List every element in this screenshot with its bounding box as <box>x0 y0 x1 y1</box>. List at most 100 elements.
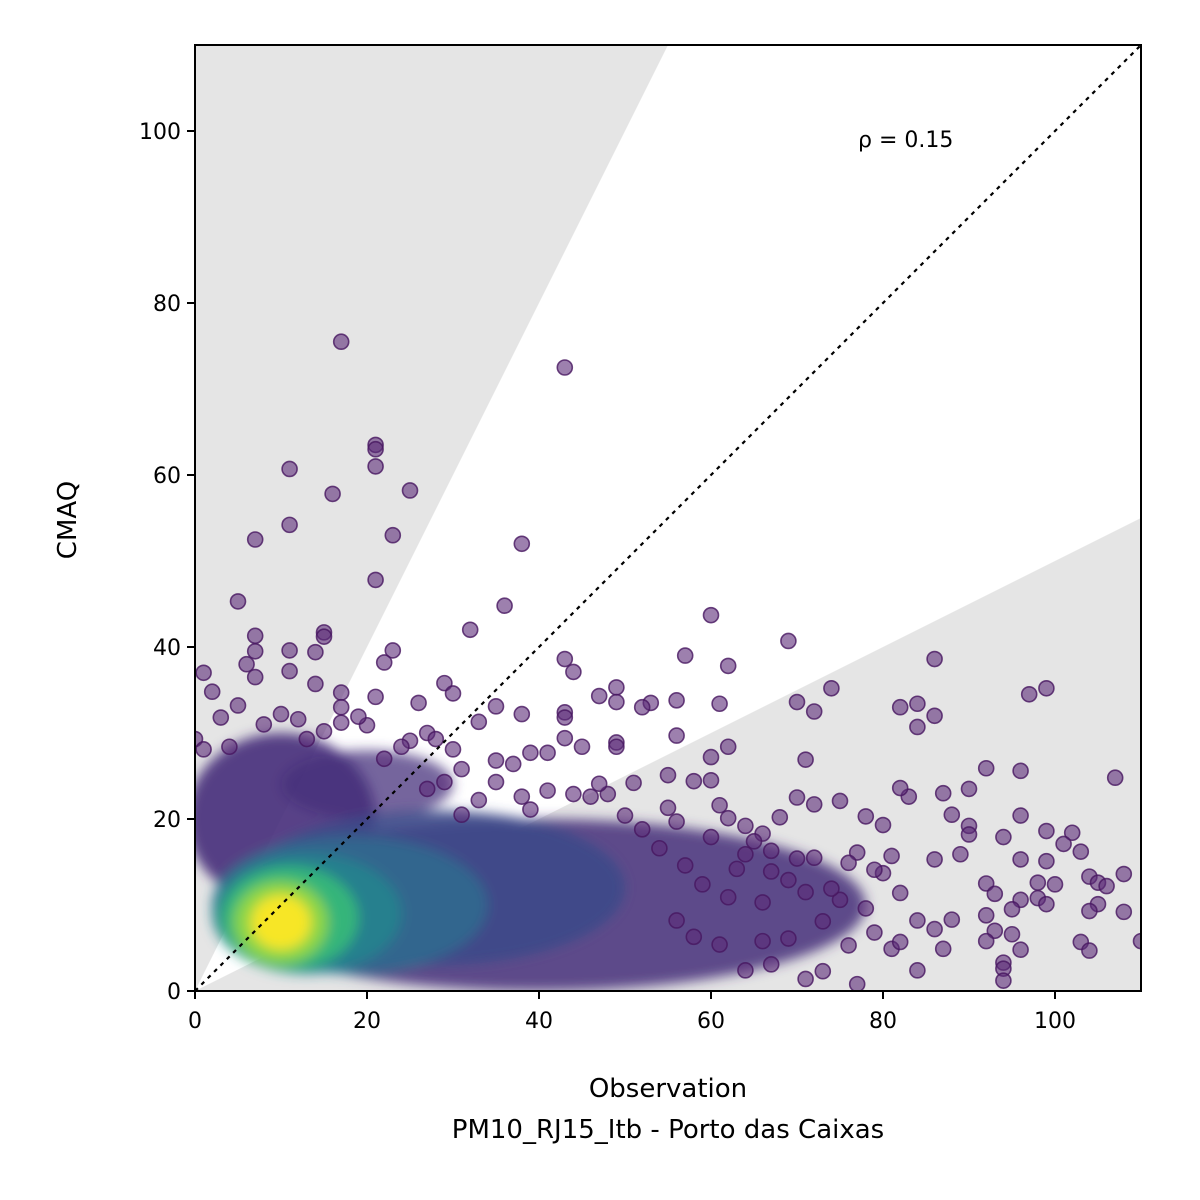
data-point <box>453 806 470 824</box>
data-point <box>762 842 780 860</box>
data-point <box>513 705 531 723</box>
data-point <box>590 687 608 705</box>
data-point <box>1106 769 1124 787</box>
data-point <box>995 972 1012 989</box>
data-point <box>1132 932 1141 950</box>
data-point <box>926 650 943 668</box>
data-point <box>289 710 307 728</box>
data-point <box>891 779 909 797</box>
data-point <box>375 654 393 671</box>
data-point <box>504 755 522 773</box>
data-point <box>246 627 264 645</box>
data-point <box>891 933 909 951</box>
data-point <box>1055 835 1072 853</box>
data-point <box>539 744 556 762</box>
y-tick-label: 40 <box>153 636 181 661</box>
data-point <box>461 621 479 639</box>
data-point <box>444 741 462 758</box>
data-point <box>1003 925 1021 943</box>
data-point <box>754 932 771 950</box>
y-axis-label: CMAQ <box>53 481 83 559</box>
x-axis: 0 20 40 60 80 100 <box>188 991 1076 1034</box>
data-point <box>711 796 728 814</box>
data-point <box>926 707 943 725</box>
data-point <box>565 663 582 681</box>
data-point <box>401 482 419 499</box>
data-point <box>943 806 961 824</box>
data-point <box>934 784 952 802</box>
data-point <box>659 799 677 817</box>
data-point <box>909 695 926 713</box>
data-point <box>986 885 1004 903</box>
data-point <box>608 738 625 756</box>
data-point <box>272 705 290 723</box>
data-point <box>608 679 625 696</box>
data-point <box>1038 679 1055 697</box>
x-tick-label: 80 <box>869 1009 897 1034</box>
data-point <box>805 796 823 813</box>
y-tick-label: 100 <box>139 120 181 145</box>
correlation-annotation: ρ = 0.15 <box>858 128 953 153</box>
density-blobs <box>195 733 866 991</box>
data-point <box>711 695 728 713</box>
data-point <box>977 932 995 950</box>
data-point <box>891 698 909 716</box>
data-point <box>805 703 823 720</box>
data-point <box>719 888 737 906</box>
data-point <box>246 531 264 548</box>
data-point <box>556 729 574 747</box>
y-tick-label: 20 <box>153 808 181 833</box>
data-point <box>934 940 952 958</box>
data-point <box>676 857 694 874</box>
plot-frame <box>194 44 1142 992</box>
data-point <box>823 880 840 897</box>
data-point <box>857 808 875 825</box>
data-point <box>1012 807 1029 824</box>
data-point <box>281 642 298 659</box>
data-point <box>255 716 273 733</box>
data-point <box>702 771 720 789</box>
x-tick-label: 0 <box>188 1009 202 1034</box>
data-point <box>1020 685 1038 703</box>
data-point <box>1029 874 1047 891</box>
data-point <box>350 708 367 725</box>
data-point <box>909 912 926 929</box>
data-point <box>582 788 599 805</box>
data-point <box>780 632 797 650</box>
data-point <box>788 789 806 806</box>
data-point <box>762 956 780 973</box>
data-point <box>780 930 797 947</box>
y-tick-label: 60 <box>153 464 181 489</box>
data-point <box>436 773 453 791</box>
data-point <box>874 816 892 834</box>
data-point <box>840 854 857 872</box>
data-point <box>926 851 943 868</box>
data-point <box>737 962 754 979</box>
density-blob <box>281 750 453 819</box>
data-point <box>307 643 324 661</box>
data-point <box>573 738 591 756</box>
data-point <box>393 738 410 756</box>
x-axis-label: Observation <box>589 1074 747 1104</box>
data-point <box>418 780 436 798</box>
data-point <box>487 752 505 769</box>
data-point <box>848 975 866 991</box>
data-point <box>332 684 350 701</box>
data-point <box>771 808 789 826</box>
data-point <box>831 792 849 810</box>
data-point <box>487 698 505 715</box>
data-point <box>754 894 771 911</box>
data-point <box>952 845 969 863</box>
data-point <box>315 628 333 645</box>
data-point <box>745 833 763 850</box>
data-point <box>702 828 720 846</box>
data-point <box>685 772 703 790</box>
data-point <box>866 924 883 941</box>
data-point <box>633 698 651 716</box>
x-tick-label: 60 <box>697 1009 725 1034</box>
data-point <box>694 876 711 893</box>
data-point <box>1038 895 1055 913</box>
y-tick-label: 80 <box>153 292 181 317</box>
data-point <box>324 485 341 503</box>
